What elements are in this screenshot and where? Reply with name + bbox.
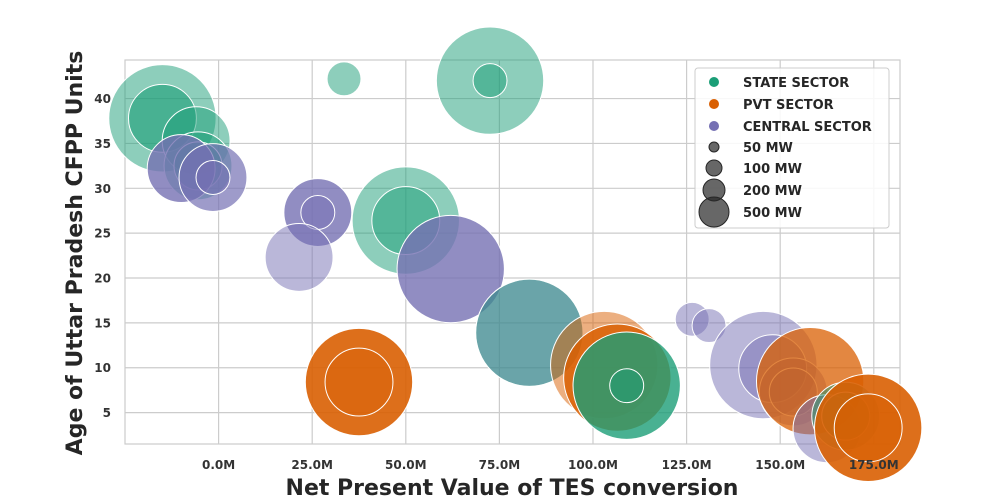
x-tick-label: 0.0M bbox=[202, 458, 235, 472]
legend-size-marker bbox=[708, 141, 720, 153]
data-point bbox=[264, 222, 334, 292]
y-tick-label: 20 bbox=[94, 272, 111, 286]
legend-frame bbox=[694, 67, 890, 229]
y-axis-ticks: 5 10 15 20 25 30 35 40 bbox=[94, 92, 111, 420]
y-tick-label: 40 bbox=[94, 92, 111, 106]
legend-label: CENTRAL SECTOR bbox=[743, 120, 872, 135]
legend-marker bbox=[709, 99, 719, 109]
legend-marker bbox=[709, 77, 719, 87]
x-tick-label: 125.0M bbox=[662, 458, 712, 472]
data-point bbox=[472, 63, 508, 99]
x-tick-label: 75.0M bbox=[479, 458, 521, 472]
x-axis-ticks: 0.0M 25.0M 50.0M 75.0M 100.0M 125.0M 150.0M 175… bbox=[202, 458, 899, 472]
x-axis-label: Net Present Value of TES conversion bbox=[286, 476, 739, 500]
y-tick-label: 10 bbox=[94, 361, 111, 375]
legend-size-label: 50 MW bbox=[743, 141, 793, 156]
legend-size-marker bbox=[705, 159, 723, 177]
legend-marker bbox=[709, 121, 719, 131]
y-tick-label: 15 bbox=[94, 316, 111, 330]
legend-size-label: 200 MW bbox=[743, 184, 802, 199]
data-point bbox=[609, 368, 645, 404]
legend-label: PVT SECTOR bbox=[743, 98, 834, 113]
legend-size-label: 500 MW bbox=[743, 206, 802, 221]
x-tick-label: 175.0M bbox=[849, 458, 899, 472]
data-point bbox=[396, 214, 505, 324]
data-point bbox=[691, 308, 727, 344]
data-point bbox=[195, 160, 231, 196]
y-axis-label: Age of Uttar Pradesh CFPP Units bbox=[63, 51, 88, 456]
y-tick-label: 5 bbox=[103, 406, 111, 420]
data-point bbox=[324, 347, 394, 417]
x-tick-label: 150.0M bbox=[755, 458, 805, 472]
x-tick-label: 25.0M bbox=[291, 458, 333, 472]
x-tick-label: 50.0M bbox=[385, 458, 427, 472]
legend-size-label: 100 MW bbox=[743, 162, 802, 177]
data-point bbox=[833, 393, 903, 463]
y-tick-label: 30 bbox=[94, 182, 111, 196]
legend-size-marker bbox=[698, 196, 730, 228]
y-tick-label: 25 bbox=[94, 227, 111, 241]
data-point bbox=[326, 61, 362, 97]
data-points bbox=[108, 26, 923, 483]
data-point bbox=[304, 327, 414, 437]
y-tick-label: 35 bbox=[94, 137, 111, 151]
legend-label: STATE SECTOR bbox=[743, 76, 849, 91]
x-tick-label: 100.0M bbox=[568, 458, 618, 472]
legend: STATE SECTOR PVT SECTOR CENTRAL SECTOR 50 M… bbox=[694, 67, 890, 229]
